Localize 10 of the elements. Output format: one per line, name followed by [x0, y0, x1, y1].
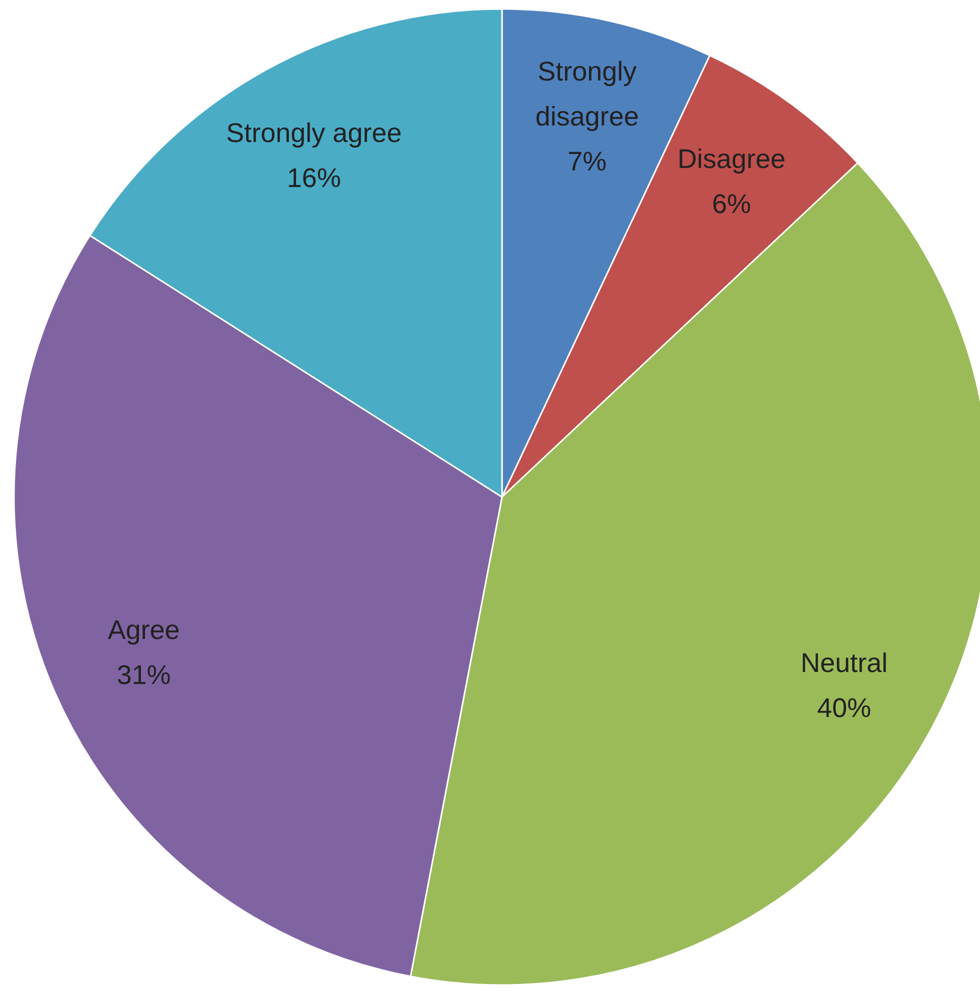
data-label: 6% — [712, 189, 751, 220]
data-label: 16% — [286, 162, 341, 193]
data-label: 7% — [568, 146, 607, 176]
slice-label: Strongly agree — [226, 118, 402, 148]
slice-label: Agree — [108, 614, 180, 645]
slice-label: Neutral — [800, 648, 888, 678]
data-label: 31% — [116, 660, 171, 690]
slice-label: Disagree — [677, 144, 786, 174]
slice-label: Strongly disagree — [535, 56, 639, 132]
data-label: 40% — [817, 693, 872, 724]
